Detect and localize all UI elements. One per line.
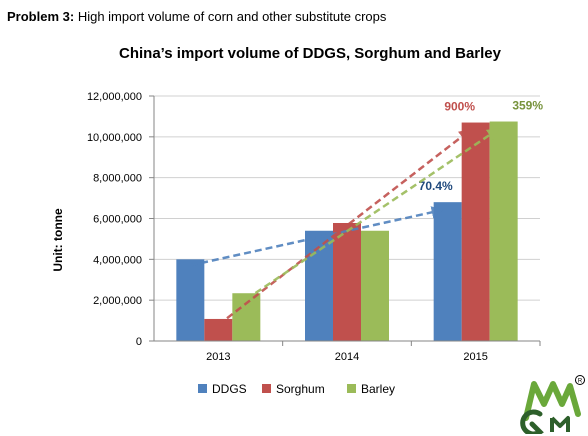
- legend-swatch-sorghum: [262, 384, 271, 393]
- legend-swatch-ddgs: [198, 384, 207, 393]
- company-logo: R: [520, 375, 585, 434]
- growth-label-barley: 359%: [512, 99, 543, 113]
- svg-text:R: R: [578, 379, 583, 385]
- bar-sorghum-2013: [204, 318, 233, 341]
- y-tick-label: 12,000,000: [87, 91, 142, 103]
- y-tick-label: 4,000,000: [93, 254, 142, 266]
- x-tick-label: 2013: [206, 351, 230, 363]
- y-tick-label: 2,000,000: [93, 295, 142, 307]
- y-tick-labels: 0 2,000,000 4,000,000 6,000,000 8,000,000 10,…: [87, 91, 154, 348]
- y-tick-label: 0: [136, 336, 142, 348]
- trend-arrows: 70.4% 900% 359%: [190, 99, 543, 326]
- bars: [176, 121, 518, 342]
- legend-label-ddgs: DDGS: [212, 382, 247, 396]
- legend-label-sorghum: Sorghum: [276, 382, 325, 396]
- legend-label-barley: Barley: [361, 382, 395, 396]
- legend: DDGS Sorghum Barley: [198, 382, 395, 396]
- y-axis-label: Unit: tonne: [51, 208, 65, 272]
- growth-label-sorghum: 900%: [444, 100, 475, 114]
- bar-barley-2015: [489, 121, 518, 341]
- bar-ddgs-2015: [433, 202, 462, 341]
- legend-swatch-barley: [347, 384, 356, 393]
- trend-arrow-ddgs: [190, 206, 445, 267]
- bar-ddgs-2013: [176, 259, 205, 341]
- bar-sorghum-2015: [461, 122, 490, 342]
- x-tick-label: 2015: [463, 351, 487, 363]
- x-tick-labels: 2013 2014 2015: [206, 341, 541, 363]
- trend-arrow-barley: [245, 128, 500, 301]
- y-tick-label: 10,000,000: [87, 132, 142, 144]
- y-tick-label: 8,000,000: [93, 173, 142, 185]
- axes: [153, 96, 540, 342]
- problem-label: Problem 3:: [7, 9, 75, 24]
- problem-heading: Problem 3: High import volume of corn an…: [7, 9, 386, 24]
- y-tick-label: 6,000,000: [93, 214, 142, 226]
- bar-barley-2013: [232, 293, 261, 341]
- x-tick-label: 2014: [335, 351, 359, 363]
- bar-barley-2014: [361, 230, 389, 341]
- trend-arrow-sorghum: [217, 129, 472, 326]
- chart-title: China’s import volume of DDGS, Sorghum a…: [119, 45, 502, 62]
- bar-sorghum-2014: [333, 222, 361, 341]
- problem-text: High import volume of corn and other sub…: [77, 9, 387, 24]
- growth-label-ddgs: 70.4%: [419, 179, 453, 193]
